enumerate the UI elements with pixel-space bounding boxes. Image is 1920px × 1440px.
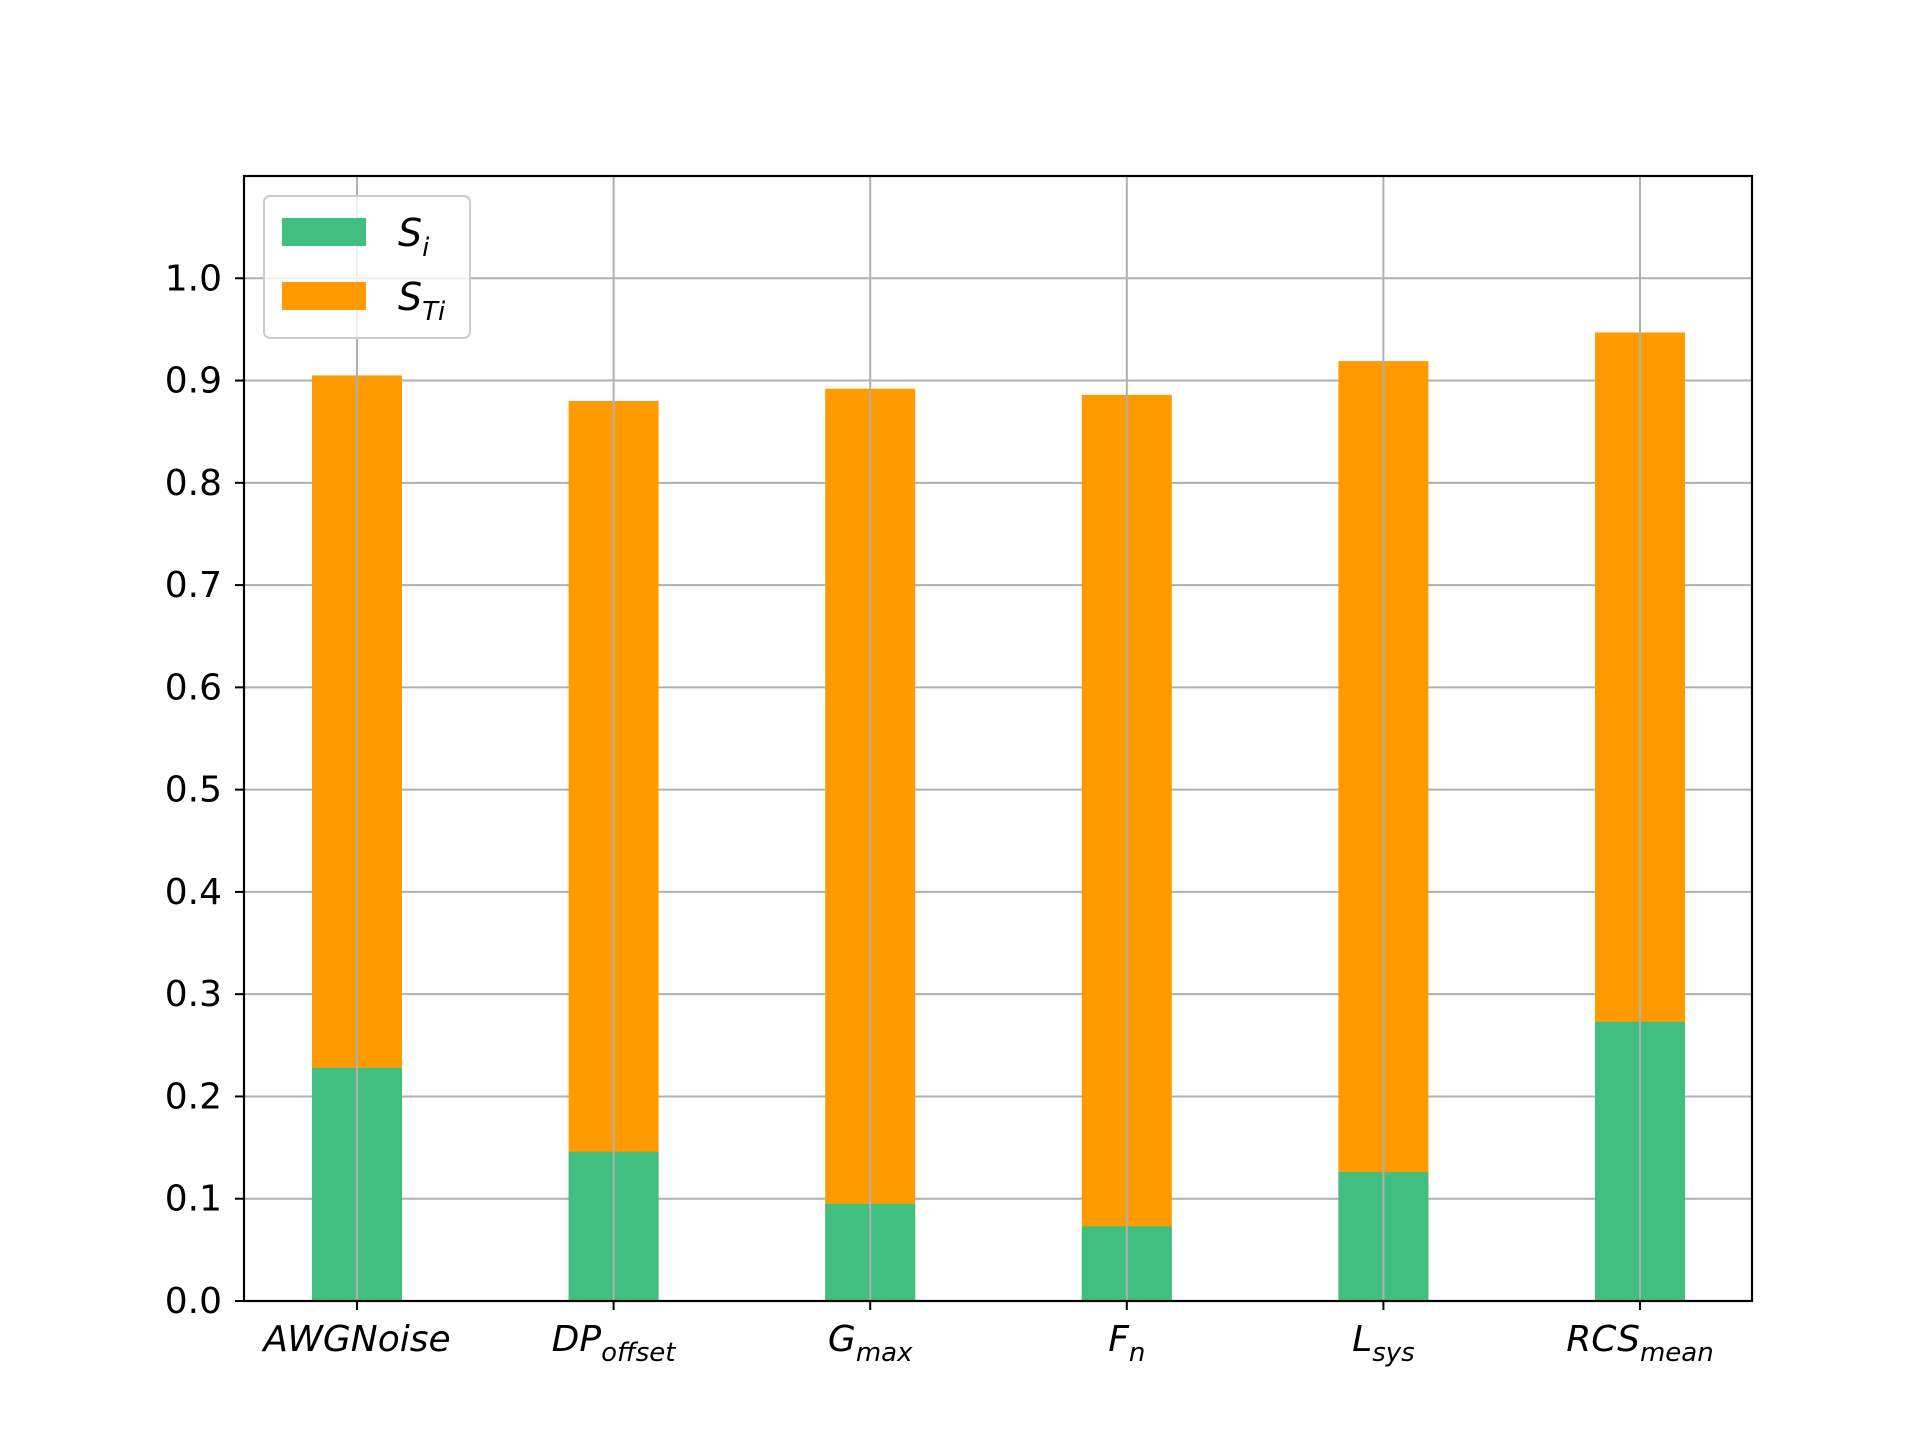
y-tick-label: 0.8 [165,463,222,504]
x-grid-lines [356,176,1641,1301]
legend-swatch-Si [282,218,366,246]
bars [312,332,1685,1301]
y-tick-label: 0.3 [165,974,222,1015]
grid-lines [244,277,1752,1302]
x-tick-label-base: DP [552,1319,602,1360]
x-tick-label-base: L [1352,1319,1372,1360]
y-tick-label: 0.5 [165,770,222,811]
x-tick-label-base: RCS [1566,1319,1640,1360]
x-tick-label-Gmax: Gmax [828,1319,913,1368]
x-tick-label-Lsys: Lsys [1352,1319,1415,1368]
y-tick-label: 0.1 [165,1179,222,1220]
x-axis-ticks: AWGNoise DPoffset Gmax Fn Lsys RCSmean [261,1301,1714,1368]
axes-frame [242,174,1754,1303]
legend-label-Si: Si [398,211,430,263]
y-tick-label: 0.0 [165,1281,222,1322]
x-tick-label-base: F [1108,1319,1130,1360]
x-tick-label-sub: n [1129,1338,1145,1368]
y-tick-label: 0.7 [165,565,222,606]
x-tick-label-base: AWGNoise [261,1319,450,1360]
x-tick-label-sub: offset [601,1338,676,1368]
y-tick-label: 0.2 [165,1076,222,1117]
x-tick-label-base: G [828,1319,856,1360]
x-tick-label-RCSmean: RCSmean [1566,1319,1713,1368]
legend-label-STi: STi [398,275,446,327]
x-tick-label-Fn: Fn [1108,1319,1145,1368]
y-tick-label: 0.9 [165,361,222,402]
x-tick-label-sub: max [856,1338,913,1368]
legend-swatch-STi [282,282,366,310]
y-tick-label: 0.6 [165,667,222,708]
legend-label-sub: i [422,233,430,263]
x-tick-label-AWGNoise: AWGNoise [261,1319,450,1360]
y-tick-label: 0.4 [165,872,222,913]
legend-label-base: S [398,275,422,319]
x-tick-label-sub: mean [1640,1338,1714,1368]
y-axis-ticks: 0.0 0.1 0.2 0.3 0.4 0.5 0.6 0.7 0.8 0.9 1.0 [165,258,244,1322]
legend-label-base: S [398,211,422,255]
y-tick-label: 1.0 [165,258,222,299]
x-tick-label-DPoffset: DPoffset [552,1319,677,1368]
x-tick-label-sub: sys [1372,1338,1414,1368]
legend-label-sub: Ti [422,297,446,327]
